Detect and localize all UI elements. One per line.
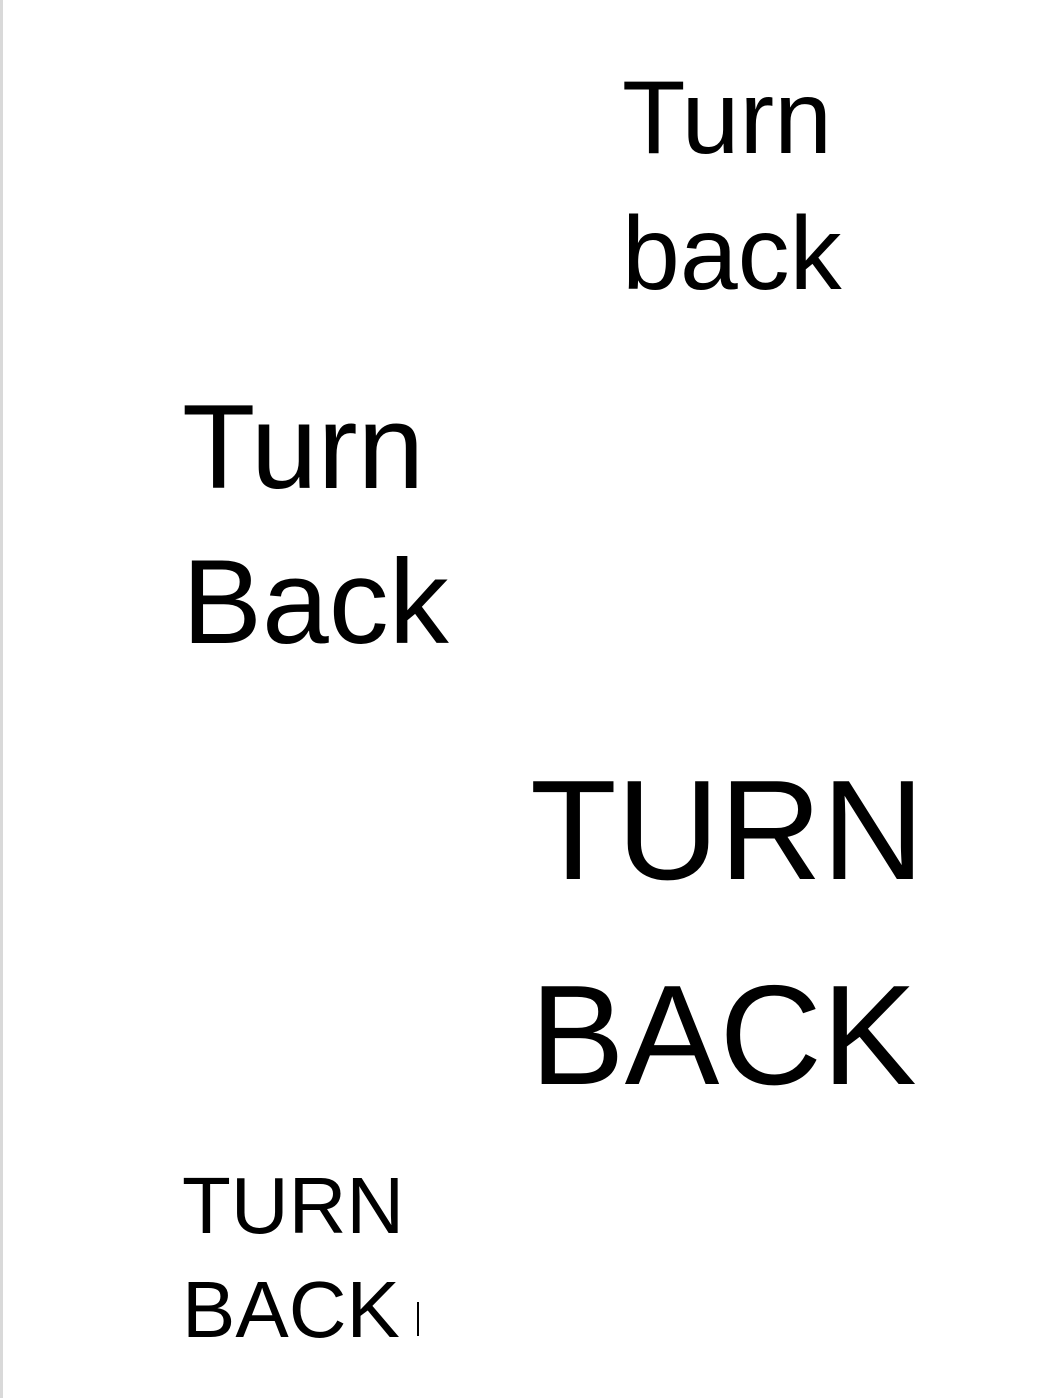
text-block-uppercase-large[interactable]: TURN BACK <box>530 728 924 1138</box>
text-line[interactable]: TURN <box>530 751 925 910</box>
text-line[interactable]: Turn <box>622 60 832 176</box>
text-block-lowercase[interactable]: Turn back <box>622 50 842 322</box>
page-edge <box>0 0 3 1398</box>
text-block-title-case[interactable]: Turn Back <box>182 370 449 680</box>
text-line[interactable]: TURN <box>182 1161 405 1250</box>
text-block-uppercase-small[interactable]: TURN BACK <box>182 1154 404 1362</box>
text-line[interactable]: Back <box>182 535 449 669</box>
text-line[interactable]: back <box>622 196 842 312</box>
text-line[interactable]: BACK <box>530 956 917 1115</box>
text-cursor <box>417 1302 419 1336</box>
text-line[interactable]: Turn <box>182 380 425 514</box>
text-line[interactable]: BACK <box>182 1265 400 1354</box>
